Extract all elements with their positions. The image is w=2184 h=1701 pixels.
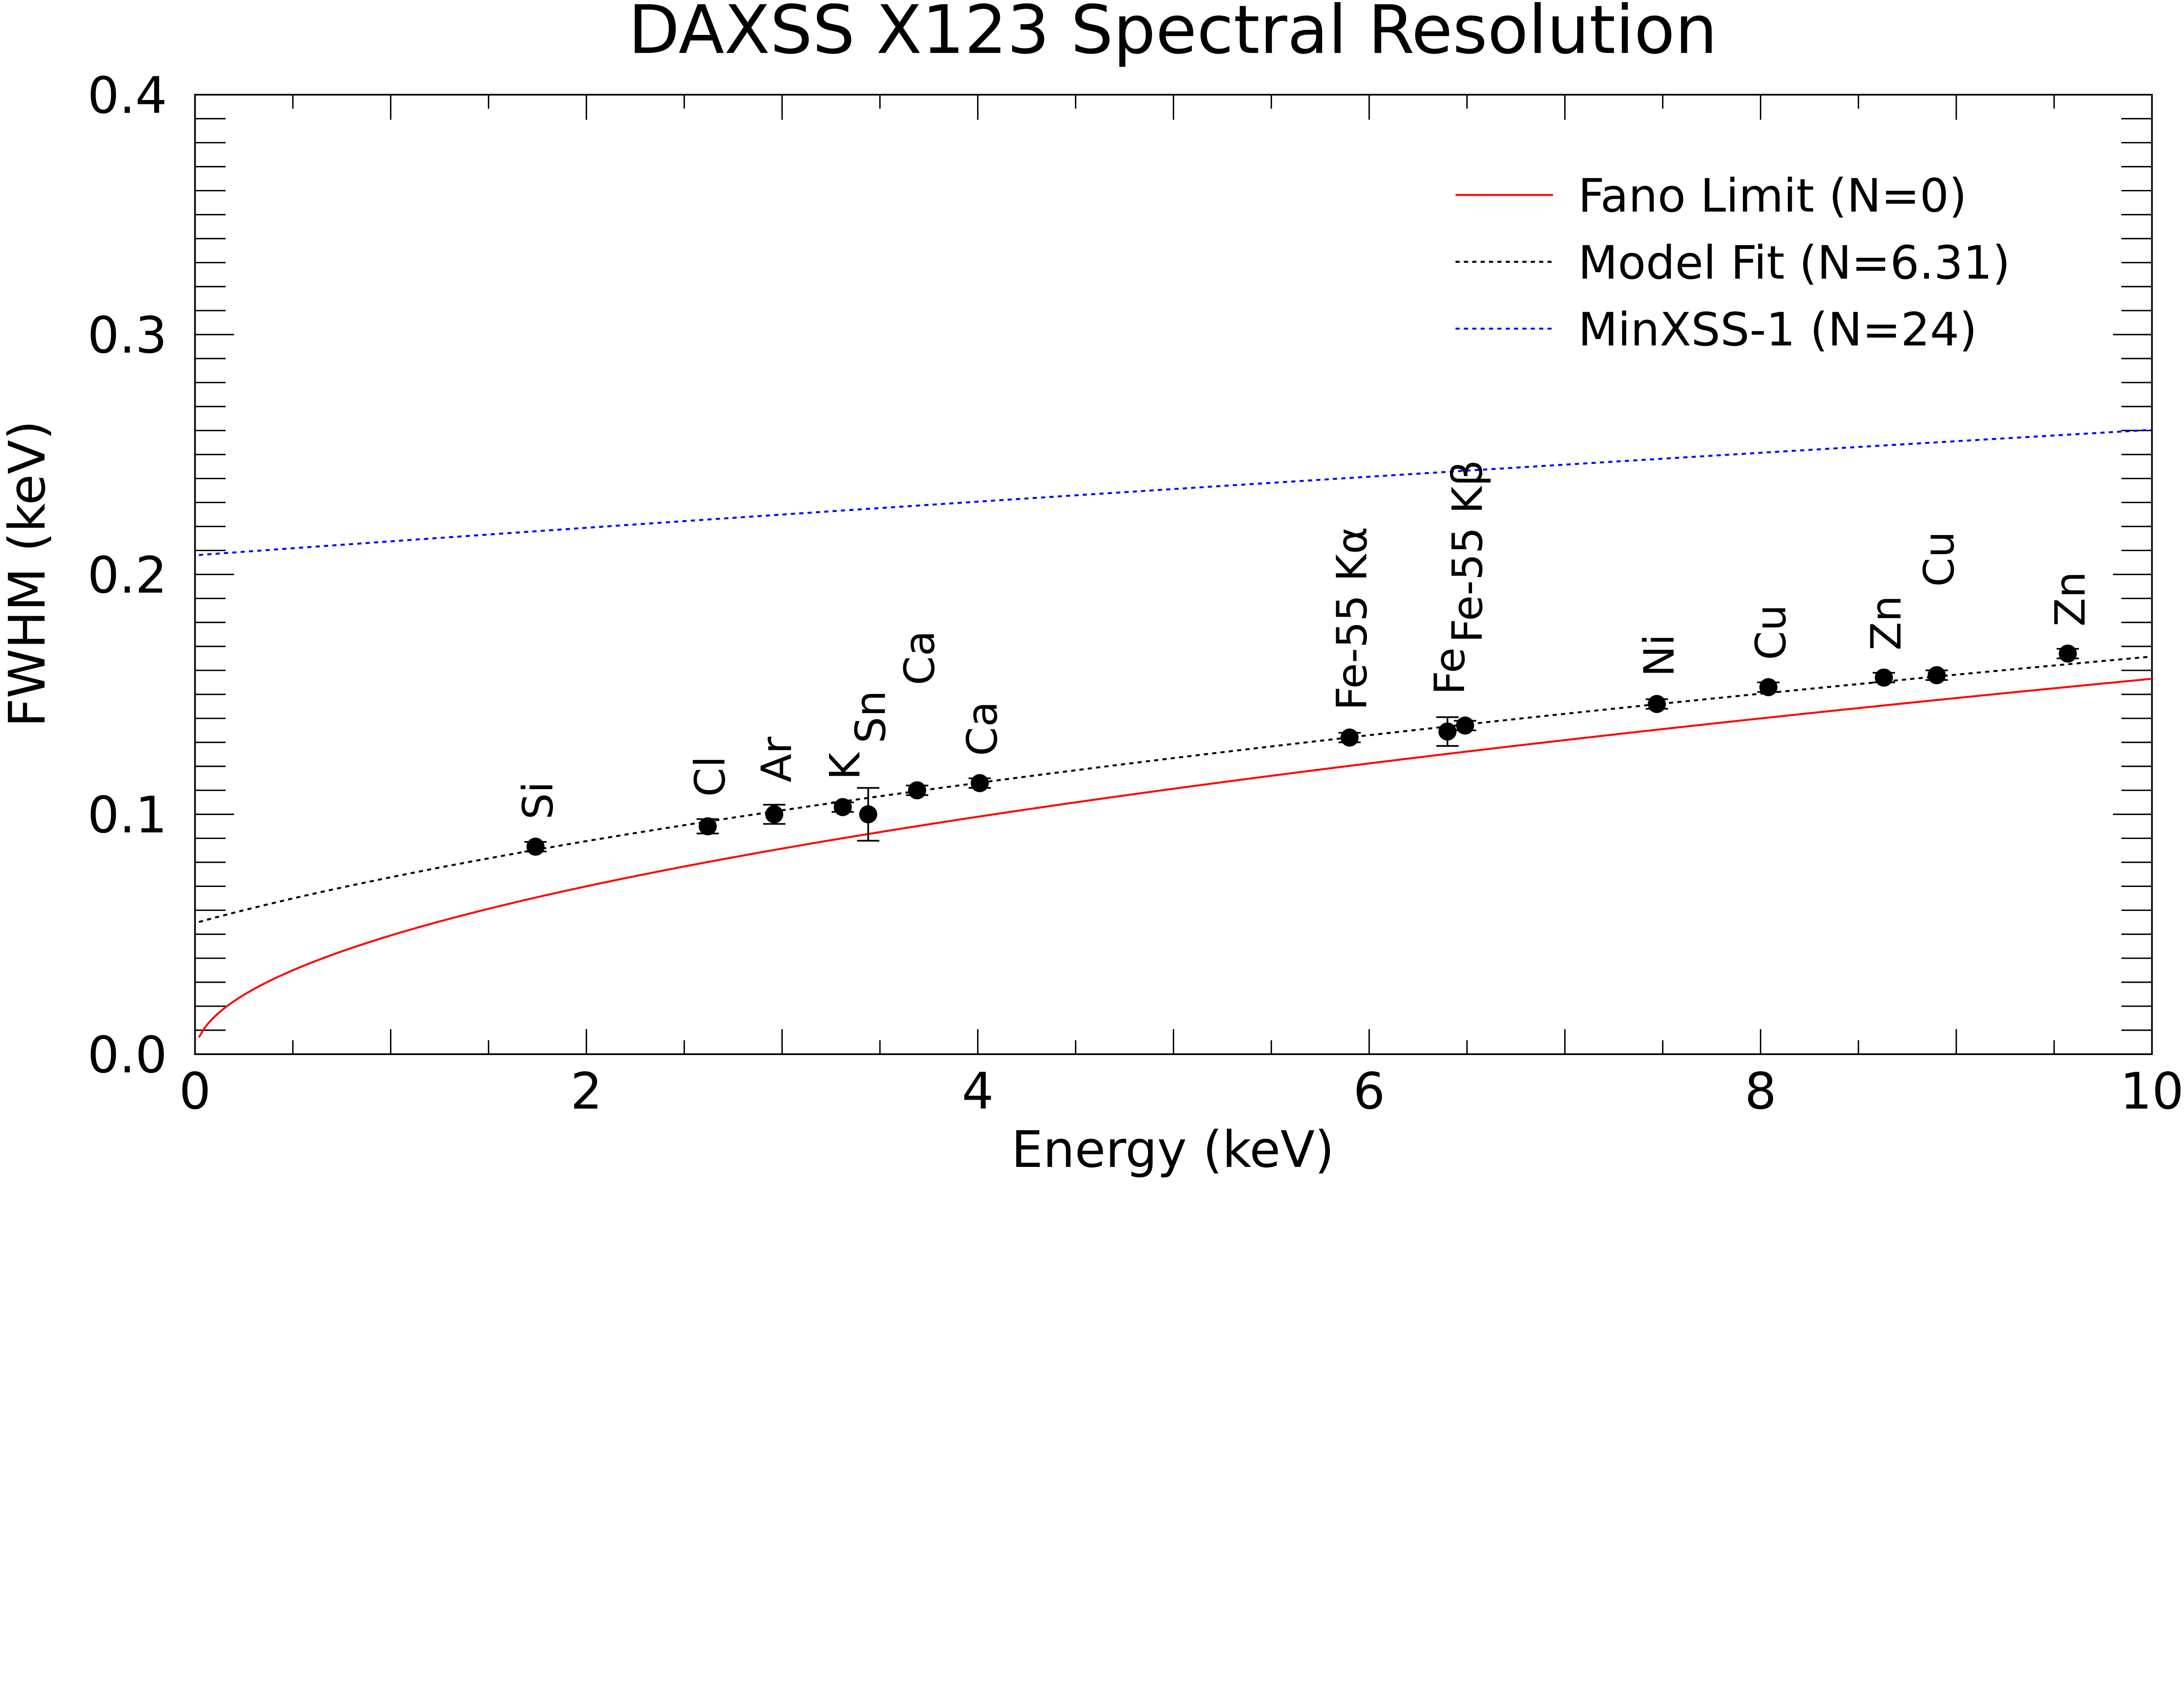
y-tick-label: 0.3 [87,307,167,365]
data-point [971,774,989,792]
y-tick-label: 0.1 [87,786,167,845]
point-label: Cl [686,756,735,797]
point-label: Cu [1914,531,1963,587]
point-label: Zn [2046,571,2094,626]
legend-label: Fano Limit (N=0) [1578,169,1967,223]
x-axis-label: Energy (keV) [1011,1121,1334,1179]
x-tick-label: 2 [570,1062,602,1121]
data-point [833,798,852,816]
y-tick-label: 0.0 [87,1026,167,1084]
point-label: Ni [1635,634,1683,677]
point-label: Ar [752,736,801,782]
x-tick-label: 0 [179,1062,211,1121]
data-point [908,781,926,800]
chart: DAXSS X123 Spectral Resolution Energy (k… [0,0,2184,1179]
x-tick-label: 6 [1353,1062,1385,1121]
point-label: Fe-55 Kα [1327,527,1376,711]
point-label: Ca [957,701,1006,756]
curves [198,428,2152,1038]
x-tick-label: 4 [962,1062,994,1121]
data-point [1341,728,1359,747]
point-label: Sn [846,690,895,743]
point-label: Si [513,781,562,819]
data-point [1928,666,1946,684]
point-label: Ca [895,631,944,685]
data-point [1759,678,1778,697]
legend: Fano Limit (N=0) Model Fit (N=6.31) MinXSS… [1455,169,2010,356]
point-label: K [821,752,870,780]
x-tick-label: 10 [2120,1062,2184,1121]
point-label: Fe [1425,648,1474,695]
data-point [698,817,717,835]
point-label: Fe-55 Kβ [1443,460,1492,643]
x-tick-label: 8 [1745,1062,1776,1121]
legend-label: MinXSS-1 (N=24) [1578,303,1977,356]
y-tick-label: 0.2 [87,546,167,605]
data-point [765,805,784,824]
data-point [859,805,878,824]
data-point [1875,668,1893,687]
data-point [526,838,545,856]
axes: 0 2 4 6 8 10 0.0 0.1 0.2 0.3 0.4 [87,66,2184,1121]
y-tick-label: 0.4 [87,66,167,125]
legend-label: Model Fit (N=6.31) [1578,236,2010,290]
data-point [1438,722,1457,741]
data-point [1648,695,1666,713]
point-label: Cu [1746,604,1795,660]
point-label: Zn [1862,595,1911,650]
data-point [1456,716,1474,735]
data-point [2059,644,2077,663]
series-line [198,678,2152,1038]
y-axis-label: FWHM (keV) [0,421,57,727]
series-line [199,428,2152,556]
chart-title: DAXSS X123 Spectral Resolution [628,0,1717,69]
